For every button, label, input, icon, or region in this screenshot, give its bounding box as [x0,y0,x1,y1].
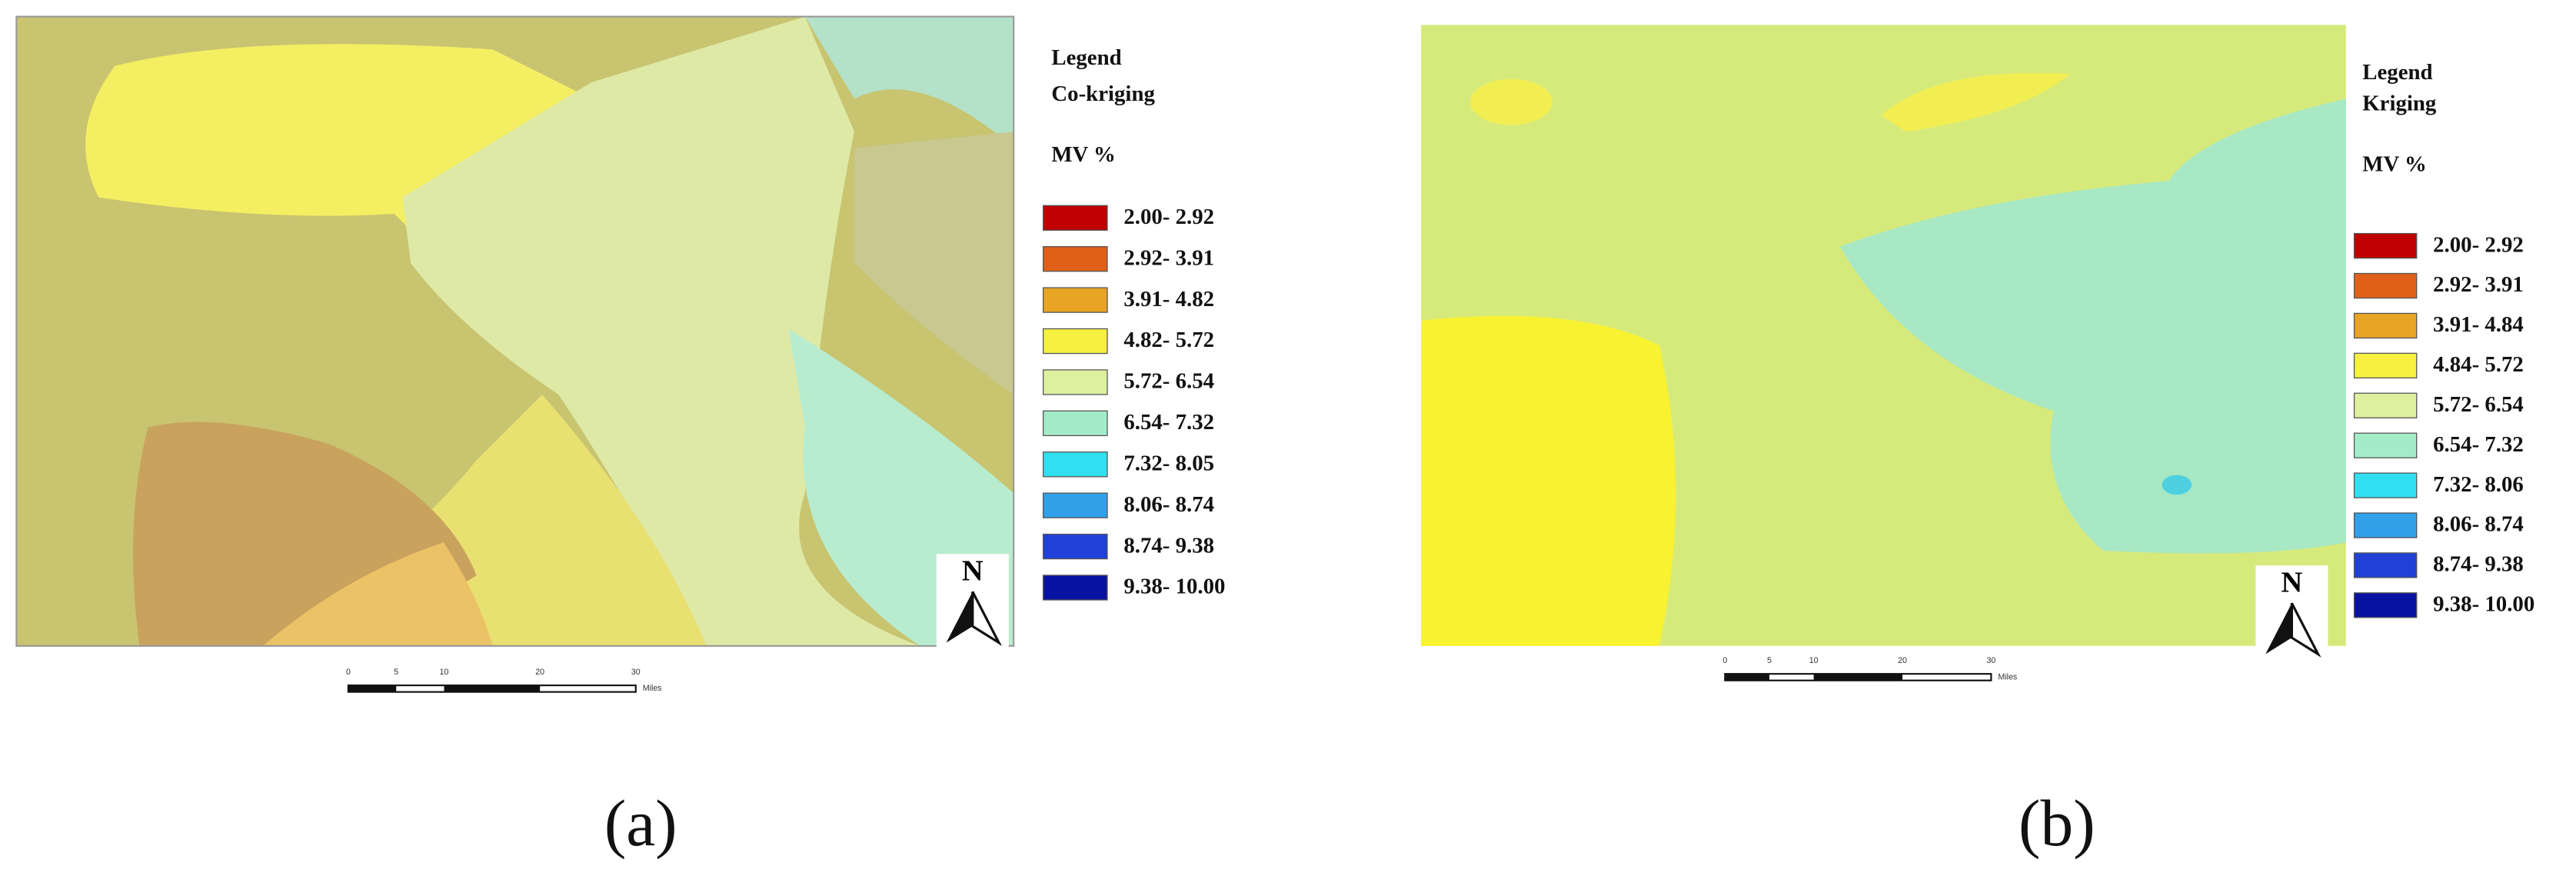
scale-bar-segment [444,685,541,692]
legend-swatch [1043,246,1108,272]
scale-label: 20 [535,668,544,677]
scale-label: 20 [1898,656,1907,665]
legend-method: Co-kriging [1051,82,1155,106]
legend-swatch [1043,410,1108,437]
legend-label: 3.91- 4.82 [1123,287,1214,311]
north-label: N [2281,567,2303,599]
scale-bar-segment [348,685,397,692]
caption: (b) [2019,788,2095,860]
legend-method: Kriging [2362,92,2437,116]
scale-label: 10 [440,668,449,677]
legend-label: 2.00- 2.92 [2433,232,2524,257]
legend-swatch [2353,312,2418,339]
legend-swatch [1043,287,1108,313]
north-arrow [2290,602,2321,658]
caption: (a) [604,788,677,860]
legend-swatch [1043,533,1108,560]
legend-swatch [2353,392,2418,418]
legend-swatch [1043,205,1108,231]
scale-label: 30 [631,668,641,677]
scale-label: 10 [1809,656,1819,665]
legend-swatch [2353,512,2418,538]
legend-label: 7.32- 8.05 [1123,451,1214,475]
legend-label: 4.82- 5.72 [1123,328,1214,352]
map-a [15,15,1015,647]
scale-label: 0 [346,668,351,677]
legend-label: 8.06- 8.74 [1123,492,1214,517]
legend-label: 9.38- 10.00 [1123,575,1225,599]
legend-label: 7.32- 8.06 [2433,472,2524,497]
north-label: N [962,555,983,588]
legend-unit: MV % [2362,152,2427,177]
legend-title: Legend [2362,60,2432,85]
legend-title: Legend [1051,45,1121,70]
legend-label: 9.38- 10.00 [2433,592,2534,617]
legend-swatch [2353,552,2418,578]
legend-label: 8.74- 9.38 [2433,552,2524,577]
legend-swatch [1043,451,1108,478]
legend-label: 2.92- 3.91 [1123,245,1214,270]
north-arrow [971,591,1003,647]
legend-unit: MV % [1051,142,1116,167]
legend-label: 2.92- 3.91 [2433,272,2524,297]
legend-label: 4.84- 5.72 [2433,352,2524,377]
legend-swatch [2353,592,2418,618]
annotations: Legend Co-kriging MV % 2.00- 2.92 2.92- 3.91… [346,45,2534,860]
legend-swatch [2353,432,2418,458]
legend-swatch [1043,369,1108,395]
scale-label: 0 [1722,656,1727,665]
legend-label: 5.72- 6.54 [1123,369,1214,394]
scale-label: Miles [1998,672,2017,681]
legend-label: 3.91- 4.84 [2433,312,2524,337]
legend-label: 8.74- 9.38 [1123,533,1214,558]
scale-label: 5 [394,668,398,677]
legend-label: 6.54- 7.32 [1123,410,1214,435]
scale-bar-segment [1725,674,1769,681]
scale-label: Miles [643,684,662,693]
legend-label: 8.06- 8.74 [2433,512,2524,537]
legend-swatch [2353,472,2418,498]
legend-label: 5.72- 6.54 [2433,392,2524,417]
map-b [1421,25,2346,646]
legend-swatch [2353,272,2418,299]
legend-swatch [1043,492,1108,518]
scale-label: 5 [1767,656,1772,665]
scale-bar-segment [1813,674,1903,681]
legend-label: 2.00- 2.92 [1123,205,1214,229]
scale-label: 30 [1986,656,1995,665]
legend-swatch [1043,328,1108,355]
legend-swatch [2353,232,2418,259]
legend-swatch [1043,575,1108,601]
legend-label: 6.54- 7.32 [2433,432,2524,457]
legend-swatch [2353,352,2418,379]
